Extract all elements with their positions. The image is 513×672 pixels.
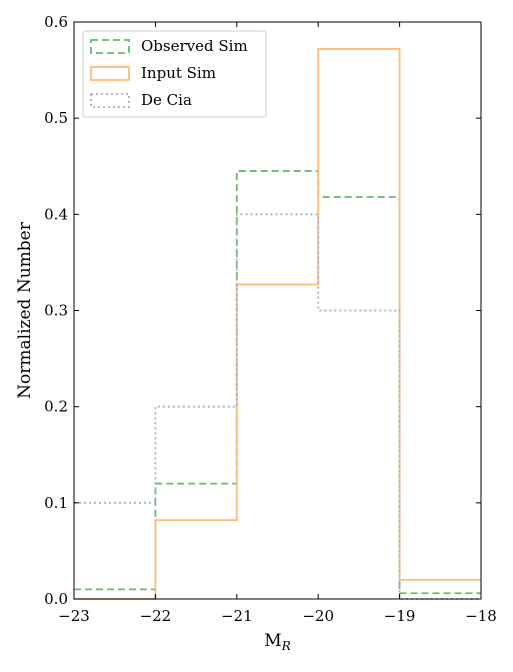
x-axis-label-main: M xyxy=(264,631,281,651)
series-line-0 xyxy=(74,170,481,595)
x-tick-label: −19 xyxy=(384,607,416,625)
series-layer xyxy=(74,48,481,600)
x-tick-label: −23 xyxy=(58,607,90,625)
y-tick-label: 0.0 xyxy=(44,590,68,608)
y-tick-label: 0.4 xyxy=(44,205,68,223)
legend-label: Input Sim xyxy=(141,64,216,82)
y-tick-label: 0.6 xyxy=(44,13,68,31)
y-tick-label: 0.1 xyxy=(44,494,68,512)
y-tick-label: 0.5 xyxy=(44,109,68,127)
series-line-2 xyxy=(74,213,481,600)
legend-swatch xyxy=(90,66,130,81)
legend-label: Observed Sim xyxy=(141,37,248,55)
series-line-1 xyxy=(74,48,481,600)
x-tick-label: −18 xyxy=(465,607,497,625)
x-tick-label: −20 xyxy=(302,607,334,625)
y-tick-label: 0.3 xyxy=(44,302,68,320)
legend-label: De Cia xyxy=(141,91,192,109)
y-tick-label: 0.2 xyxy=(44,398,68,416)
x-axis-label-subscript: R xyxy=(281,639,291,653)
x-tick-label: −22 xyxy=(140,607,172,625)
legend-swatch xyxy=(90,39,130,54)
legend-swatch xyxy=(90,93,130,108)
ticks-layer: −23 −22 −21 −20 −19 −18 0.0 0.1 0.2 0.3 0.4 0.5 0.6 xyxy=(44,13,497,625)
x-axis-label: MR xyxy=(264,631,290,653)
y-axis-label: Normalized Number xyxy=(15,221,35,399)
legend: Observed Sim Input Sim De Cia xyxy=(82,30,267,118)
x-tick-label: −21 xyxy=(221,607,253,625)
